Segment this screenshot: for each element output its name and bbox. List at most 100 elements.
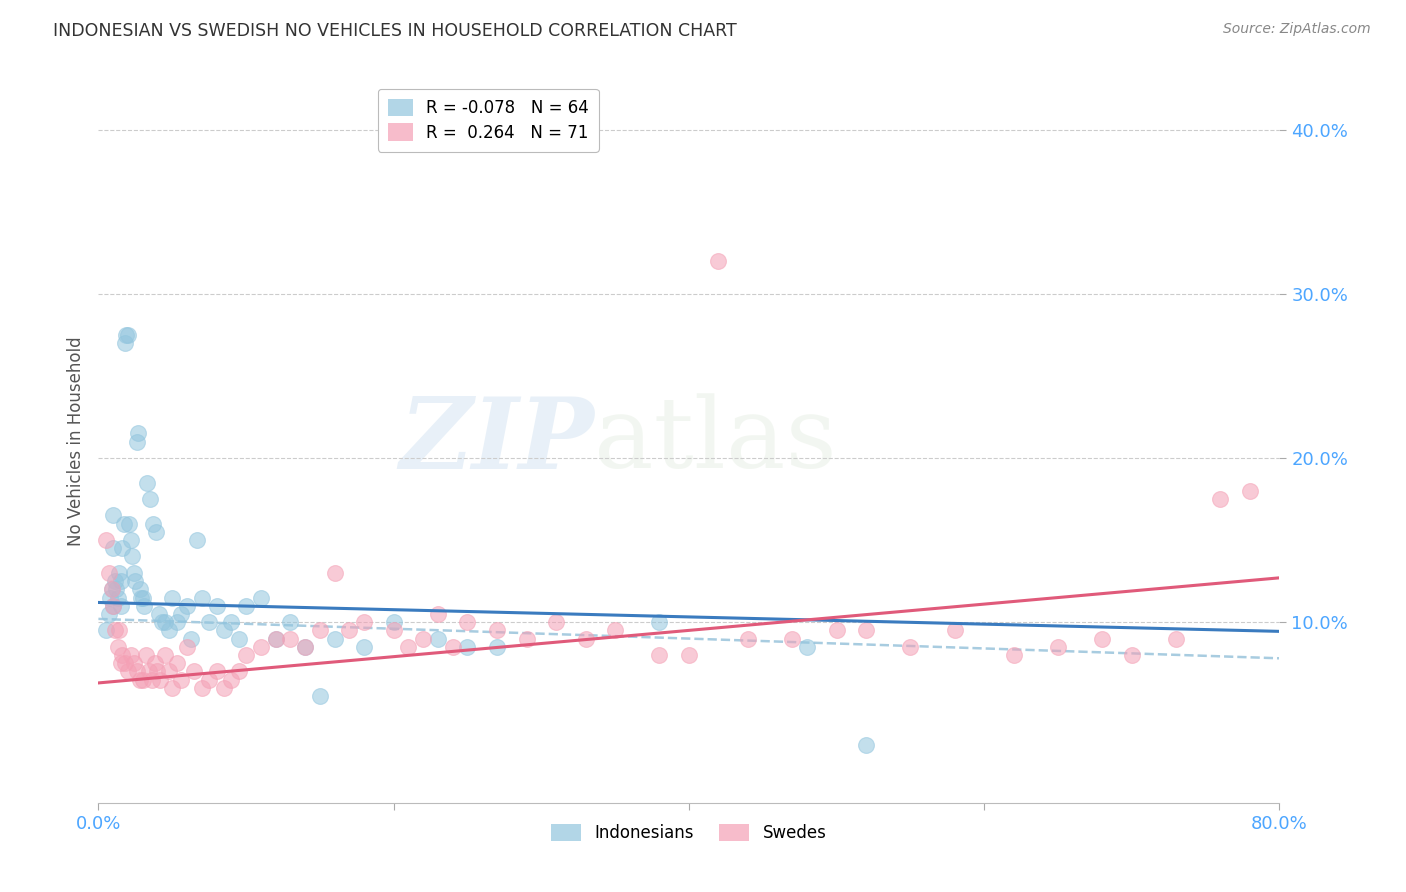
Point — [186, 533, 208, 547]
Point — [382, 615, 405, 630]
Point — [180, 632, 202, 646]
Point — [782, 632, 804, 646]
Point — [107, 591, 129, 605]
Point — [121, 549, 143, 564]
Point — [138, 665, 160, 679]
Point — [94, 624, 117, 638]
Point — [212, 681, 235, 695]
Point — [125, 434, 148, 449]
Point — [114, 336, 136, 351]
Point — [115, 327, 138, 342]
Point — [136, 475, 159, 490]
Point — [250, 591, 273, 605]
Point — [264, 632, 287, 646]
Point — [516, 632, 538, 646]
Point — [145, 524, 167, 539]
Point — [176, 599, 198, 613]
Point — [128, 582, 150, 597]
Point — [1166, 632, 1188, 646]
Point — [111, 648, 134, 662]
Point — [104, 574, 127, 588]
Point — [294, 640, 316, 654]
Point — [166, 657, 188, 671]
Point — [132, 591, 155, 605]
Point — [129, 591, 152, 605]
Point — [309, 689, 332, 703]
Point — [122, 566, 145, 580]
Point — [100, 582, 122, 597]
Point — [294, 640, 316, 654]
Point — [486, 624, 509, 638]
Point — [157, 665, 180, 679]
Point — [228, 665, 250, 679]
Point — [100, 582, 122, 597]
Point — [323, 566, 346, 580]
Point — [382, 624, 405, 638]
Point — [441, 640, 464, 654]
Point — [111, 541, 134, 556]
Point — [648, 648, 671, 662]
Point — [142, 516, 165, 531]
Point — [132, 673, 155, 687]
Point — [457, 615, 479, 630]
Point — [170, 607, 193, 621]
Point — [943, 624, 966, 638]
Point — [707, 253, 730, 268]
Point — [153, 648, 176, 662]
Point — [605, 624, 627, 638]
Point — [1239, 483, 1261, 498]
Point — [125, 665, 148, 679]
Point — [153, 615, 176, 630]
Point — [309, 624, 332, 638]
Point — [146, 665, 169, 679]
Point — [486, 640, 509, 654]
Y-axis label: No Vehicles in Household: No Vehicles in Household — [66, 336, 84, 547]
Point — [107, 640, 129, 654]
Point — [264, 632, 287, 646]
Point — [127, 426, 149, 441]
Point — [117, 327, 139, 342]
Point — [427, 607, 450, 621]
Point — [103, 508, 125, 523]
Point — [648, 615, 671, 630]
Point — [148, 607, 170, 621]
Point — [796, 640, 818, 654]
Point — [139, 491, 162, 506]
Point — [250, 640, 273, 654]
Point — [143, 657, 166, 671]
Point — [221, 615, 243, 630]
Point — [103, 599, 125, 613]
Point — [103, 541, 125, 556]
Point — [678, 648, 700, 662]
Point — [1121, 648, 1143, 662]
Point — [235, 648, 257, 662]
Point — [162, 681, 183, 695]
Point — [157, 624, 180, 638]
Point — [110, 599, 132, 613]
Point — [1091, 632, 1114, 646]
Point — [825, 624, 848, 638]
Point — [150, 615, 173, 630]
Point — [120, 648, 142, 662]
Point — [398, 640, 420, 654]
Point — [191, 591, 214, 605]
Point — [135, 648, 157, 662]
Point — [110, 574, 132, 588]
Point — [149, 673, 172, 687]
Point — [124, 574, 146, 588]
Point — [108, 566, 131, 580]
Point — [546, 615, 568, 630]
Point — [117, 665, 139, 679]
Point — [191, 681, 214, 695]
Point — [575, 632, 598, 646]
Point — [198, 673, 221, 687]
Point — [108, 624, 131, 638]
Point — [105, 582, 128, 597]
Point — [183, 665, 205, 679]
Point — [427, 632, 450, 646]
Point — [737, 632, 759, 646]
Point — [97, 607, 120, 621]
Point — [112, 516, 135, 531]
Point — [323, 632, 346, 646]
Text: ZIP: ZIP — [399, 393, 595, 490]
